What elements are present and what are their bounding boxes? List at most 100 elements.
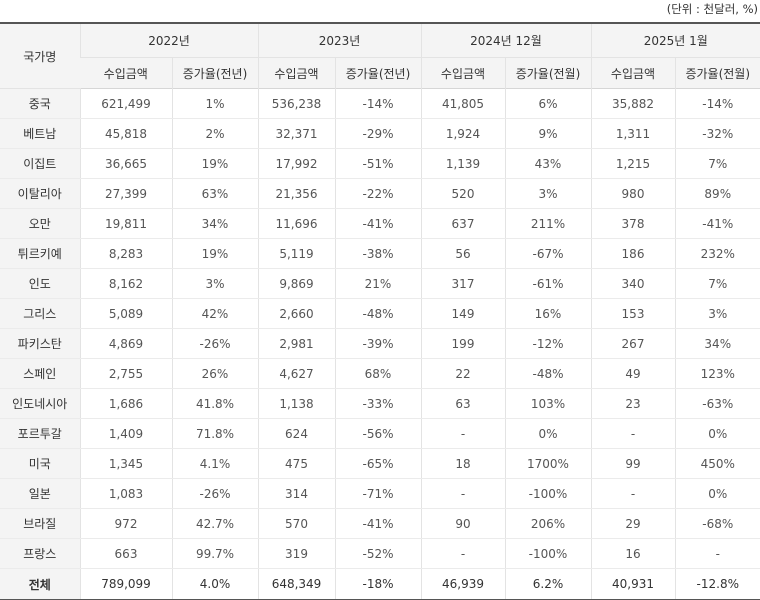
import-amount-cell: 16 <box>590 538 675 569</box>
import-amount-cell: 29 <box>590 508 675 539</box>
growth-rate-cell: 3% <box>674 298 760 329</box>
growth-rate-cell: -22% <box>334 178 421 209</box>
country-cell: 인도네시아 <box>0 388 80 419</box>
import-amount-cell: 27,399 <box>79 178 172 209</box>
import-amount-cell: 5,089 <box>79 298 172 329</box>
growth-rate-cell: -38% <box>334 238 421 269</box>
growth-rate-cell: 4.0% <box>171 568 258 600</box>
import-amount-cell: 17,992 <box>257 148 335 179</box>
import-amount-cell: 11,696 <box>257 208 335 239</box>
subheader-cell: 수입금액 <box>590 57 675 89</box>
import-amount-cell: 1,311 <box>590 118 675 149</box>
import-amount-cell: 2,755 <box>79 358 172 389</box>
country-cell: 전체 <box>0 568 80 600</box>
growth-rate-cell: -56% <box>334 418 421 449</box>
growth-rate-cell: 34% <box>674 328 760 359</box>
table-row: 이집트 36,665 19% 17,992 -51% 1,139 43% 1,215 7% <box>0 148 760 179</box>
growth-rate-cell: -61% <box>504 268 591 299</box>
header-period-2024-12: 2024년 12월 <box>420 23 591 58</box>
import-amount-cell: 317 <box>420 268 505 299</box>
total-row: 전체 789,099 4.0% 648,349 -18% 46,939 6.2% 40,931… <box>0 568 760 600</box>
import-table: 국가명 2022년 2023년 2024년 12월 2025년 1월 수입금액 … <box>0 22 760 600</box>
growth-rate-cell: 43% <box>504 148 591 179</box>
country-cell: 이집트 <box>0 148 80 179</box>
subheader-cell: 증가율(전년) <box>171 57 258 89</box>
growth-rate-cell: 7% <box>674 268 760 299</box>
growth-rate-cell: -39% <box>334 328 421 359</box>
import-amount-cell: 1,139 <box>420 148 505 179</box>
growth-rate-cell: -68% <box>674 508 760 539</box>
growth-rate-cell: 0% <box>504 418 591 449</box>
growth-rate-cell: -32% <box>674 118 760 149</box>
import-amount-cell: 570 <box>257 508 335 539</box>
growth-rate-cell: 21% <box>334 268 421 299</box>
table-row: 튀르키예 8,283 19% 5,119 -38% 56 -67% 186 232% <box>0 238 760 269</box>
growth-rate-cell: 6% <box>504 88 591 119</box>
import-amount-cell: - <box>420 418 505 449</box>
import-amount-cell: 648,349 <box>257 568 335 600</box>
growth-rate-cell: 232% <box>674 238 760 269</box>
import-amount-cell: 56 <box>420 238 505 269</box>
subheader-cell: 수입금액 <box>257 57 335 89</box>
growth-rate-cell: 6.2% <box>504 568 591 600</box>
import-amount-cell: 18 <box>420 448 505 479</box>
growth-rate-cell: -41% <box>674 208 760 239</box>
import-amount-cell: 1,138 <box>257 388 335 419</box>
import-amount-cell: 340 <box>590 268 675 299</box>
growth-rate-cell: 1700% <box>504 448 591 479</box>
subheader-cell: 증가율(전월) <box>504 57 591 89</box>
growth-rate-cell: 123% <box>674 358 760 389</box>
import-amount-cell: 35,882 <box>590 88 675 119</box>
import-amount-cell: 319 <box>257 538 335 569</box>
import-amount-cell: 32,371 <box>257 118 335 149</box>
growth-rate-cell: 1% <box>171 88 258 119</box>
import-amount-cell: 1,083 <box>79 478 172 509</box>
subheader-cell: 수입금액 <box>420 57 505 89</box>
growth-rate-cell: 0% <box>674 418 760 449</box>
growth-rate-cell: 19% <box>171 238 258 269</box>
growth-rate-cell: 211% <box>504 208 591 239</box>
import-amount-cell: 21,356 <box>257 178 335 209</box>
growth-rate-cell: -12.8% <box>674 568 760 600</box>
import-amount-cell: 1,409 <box>79 418 172 449</box>
header-period-2023: 2023년 <box>257 23 421 58</box>
table-row: 이탈리아 27,399 63% 21,356 -22% 520 3% 980 89% <box>0 178 760 209</box>
growth-rate-cell: 9% <box>504 118 591 149</box>
growth-rate-cell: 16% <box>504 298 591 329</box>
import-amount-cell: 186 <box>590 238 675 269</box>
import-amount-cell: 267 <box>590 328 675 359</box>
table-row: 미국 1,345 4.1% 475 -65% 18 1700% 99 450% <box>0 448 760 479</box>
subheader-cell: 증가율(전월) <box>674 57 760 89</box>
growth-rate-cell: -18% <box>334 568 421 600</box>
growth-rate-cell: 42.7% <box>171 508 258 539</box>
import-amount-cell: - <box>420 538 505 569</box>
table-row: 일본 1,083 -26% 314 -71% - -100% -0% <box>0 478 760 509</box>
import-amount-cell: 789,099 <box>79 568 172 600</box>
import-amount-cell: 624 <box>257 418 335 449</box>
table-row: 스페인 2,755 26% 4,627 68% 22 -48% 49 123% <box>0 358 760 389</box>
subheader-cell: 수입금액 <box>80 57 172 89</box>
import-amount-cell: - <box>590 478 675 509</box>
growth-rate-cell: -100% <box>504 478 591 509</box>
country-cell: 스페인 <box>0 358 80 389</box>
import-amount-cell: 621,499 <box>79 88 172 119</box>
growth-rate-cell: -51% <box>334 148 421 179</box>
table-row: 오만 19,811 34% 11,696 -41% 637 211% 378 -41% <box>0 208 760 239</box>
country-cell: 인도 <box>0 268 80 299</box>
table-row: 중국 621,499 1% 536,238 -14% 41,805 6% 35,882 -14% <box>0 88 760 119</box>
table-row: 그리스 5,089 42% 2,660 -48% 149 16% 153 3% <box>0 298 760 329</box>
growth-rate-cell: 26% <box>171 358 258 389</box>
growth-rate-cell: -48% <box>334 298 421 329</box>
growth-rate-cell: - <box>674 538 760 569</box>
subheader-cell: 증가율(전년) <box>334 57 421 89</box>
import-amount-cell: 475 <box>257 448 335 479</box>
import-amount-cell: 1,345 <box>79 448 172 479</box>
table-row: 인도네시아 1,686 41.8% 1,138 -33% 63 103% 23 -63% <box>0 388 760 419</box>
growth-rate-cell: -12% <box>504 328 591 359</box>
growth-rate-cell: -63% <box>674 388 760 419</box>
growth-rate-cell: 3% <box>171 268 258 299</box>
import-amount-cell: 1,215 <box>590 148 675 179</box>
growth-rate-cell: 3% <box>504 178 591 209</box>
import-amount-cell: 19,811 <box>79 208 172 239</box>
country-cell: 이탈리아 <box>0 178 80 209</box>
